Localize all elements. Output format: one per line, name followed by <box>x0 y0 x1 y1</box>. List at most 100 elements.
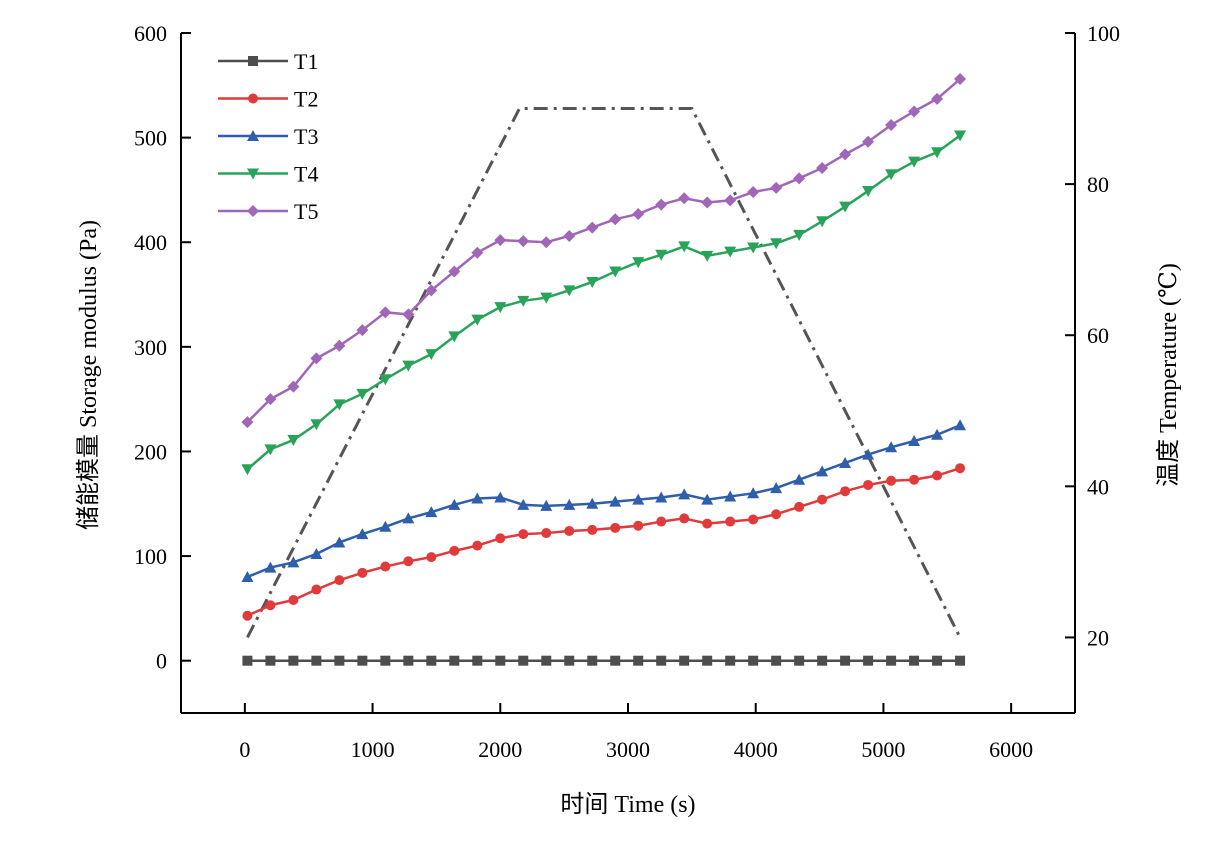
data-point-t4 <box>908 156 921 168</box>
data-point-t3 <box>931 428 944 440</box>
data-point-t1 <box>288 655 299 666</box>
y-axis-title: 储能模量 Storage modulus (Pa) <box>75 220 102 530</box>
data-point-t1 <box>311 655 322 666</box>
data-point-t5 <box>747 186 760 199</box>
data-point-t4 <box>862 185 875 197</box>
data-point-t5 <box>333 339 346 352</box>
data-point-t4 <box>310 419 323 431</box>
data-point-t5 <box>563 229 576 242</box>
data-point-t1 <box>748 655 759 666</box>
data-point-t5 <box>425 284 438 297</box>
data-point-t1 <box>702 655 713 666</box>
data-point-t5 <box>264 393 277 406</box>
data-point-t4 <box>632 257 645 269</box>
x-tick-label: 4000 <box>734 737 778 762</box>
data-point-t3 <box>862 448 875 460</box>
data-point-t2 <box>610 522 621 533</box>
y2-axis-title: 温度 Temperature (℃) <box>1155 263 1182 487</box>
data-point-t2 <box>702 518 713 529</box>
data-point-t5 <box>540 236 553 249</box>
data-point-t1 <box>472 655 483 666</box>
data-point-t3 <box>770 482 783 494</box>
data-point-t2 <box>748 514 759 525</box>
legend-marker-t3 <box>247 130 259 141</box>
data-point-t5 <box>816 161 829 174</box>
data-point-t2 <box>817 494 828 505</box>
data-point-t5 <box>471 246 484 259</box>
data-point-t5 <box>678 192 691 205</box>
data-point-t3 <box>379 520 392 532</box>
data-point-t4 <box>287 434 300 446</box>
data-point-t5 <box>632 207 645 220</box>
data-point-t1 <box>587 655 598 666</box>
series-layer <box>241 73 967 666</box>
legend-label-t1: T1 <box>294 49 318 74</box>
data-point-t4 <box>241 464 254 476</box>
data-point-t4 <box>563 285 576 297</box>
data-point-t3 <box>356 528 369 540</box>
legend-marker-t2 <box>248 93 258 104</box>
data-point-t5 <box>655 198 668 211</box>
legend-marker-t4 <box>247 168 259 180</box>
data-point-t5 <box>287 380 300 393</box>
y2-tick-label: 60 <box>1087 323 1109 348</box>
data-point-t3 <box>333 536 346 548</box>
data-point-t4 <box>885 169 898 181</box>
data-point-t1 <box>242 655 253 666</box>
data-point-t3 <box>402 512 415 524</box>
x-tick-label: 3000 <box>606 737 650 762</box>
x-tick-label: 0 <box>239 737 250 762</box>
legend: T1 T2 T3 T4 T5 <box>218 49 318 224</box>
data-point-t3 <box>793 473 806 485</box>
data-point-t1 <box>840 655 851 666</box>
data-point-t4 <box>333 399 346 411</box>
data-point-t4 <box>678 241 691 253</box>
data-point-t5 <box>310 352 323 365</box>
data-point-t2 <box>288 595 299 606</box>
x-tick-label: 5000 <box>861 737 905 762</box>
data-point-t2 <box>840 486 851 497</box>
data-point-t2 <box>472 540 483 551</box>
data-point-t3 <box>494 491 507 503</box>
data-point-t2 <box>495 533 506 544</box>
y-tick-label: 600 <box>134 21 167 46</box>
temperature-line <box>246 107 962 639</box>
data-point-t1 <box>794 655 805 666</box>
data-point-t4 <box>586 276 599 288</box>
data-point-t3 <box>954 419 967 431</box>
data-point-t2 <box>403 556 414 567</box>
series-t5 <box>241 73 967 429</box>
data-point-t3 <box>264 561 277 573</box>
data-point-t1 <box>495 655 506 666</box>
data-point-t5 <box>241 416 254 429</box>
series-t2 <box>242 463 966 621</box>
data-point-t2 <box>771 509 782 520</box>
data-point-t4 <box>264 444 277 456</box>
data-point-t4 <box>655 249 668 261</box>
x-tick-label: 1000 <box>351 737 395 762</box>
data-point-t2 <box>518 529 529 540</box>
data-point-t5 <box>724 194 737 207</box>
data-point-t2 <box>357 567 368 578</box>
data-point-t1 <box>633 655 644 666</box>
series-line-t3 <box>246 424 961 579</box>
data-point-t5 <box>586 221 599 234</box>
data-point-t5 <box>770 181 783 194</box>
data-point-t3 <box>517 498 530 510</box>
data-point-t1 <box>863 655 874 666</box>
data-point-t2 <box>633 520 644 531</box>
legend-label-t4: T4 <box>294 162 318 187</box>
data-point-t4 <box>425 349 438 361</box>
legend-label-t2: T2 <box>294 87 318 112</box>
y2-tick-label: 20 <box>1087 625 1109 650</box>
data-point-t3 <box>747 487 760 499</box>
data-point-t1 <box>357 655 368 666</box>
temperature-layer <box>246 107 962 639</box>
data-point-t3 <box>724 490 737 502</box>
data-point-t1 <box>564 655 575 666</box>
legend-label-t3: T3 <box>294 124 318 149</box>
legend-marker-t1 <box>248 56 258 66</box>
data-point-t4 <box>839 201 852 213</box>
data-point-t2 <box>564 525 575 536</box>
data-point-t2 <box>909 474 920 485</box>
